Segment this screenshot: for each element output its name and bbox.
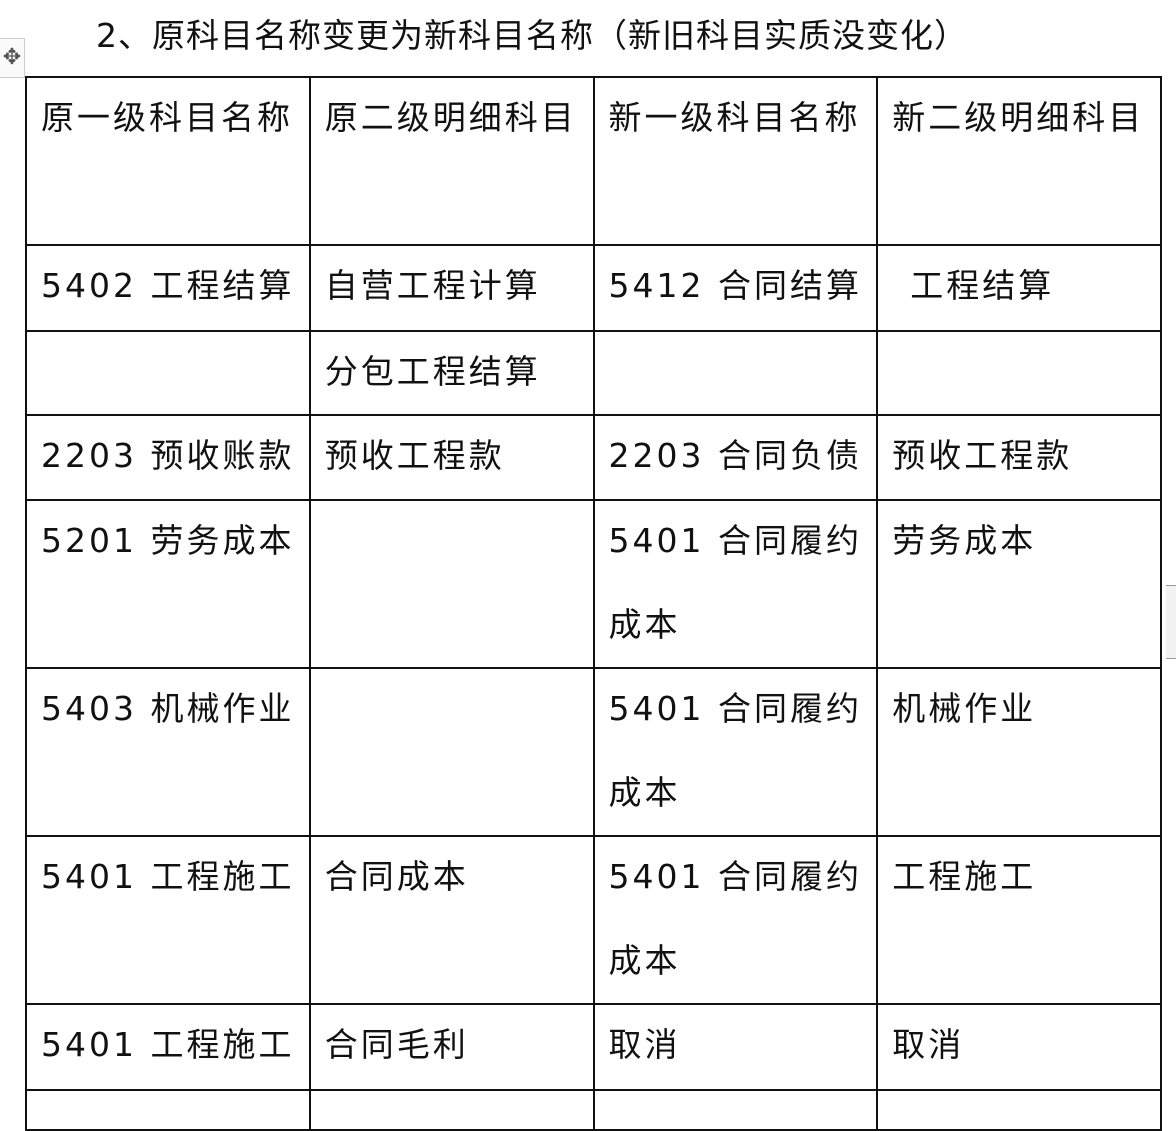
section-title: 2、原科目名称变更为新科目名称（新旧科目实质没变化） xyxy=(96,16,968,55)
table-cell: 5412 合同结算 xyxy=(592,244,879,332)
table-cell: 5401 合同履约成本 xyxy=(592,499,879,669)
table-cell: 分包工程结算 xyxy=(308,330,595,416)
header-cell: 新二级明细科目 xyxy=(876,76,1162,246)
table-cell: 预收工程款 xyxy=(876,414,1162,501)
table-cell: 5401 工程施工 xyxy=(25,835,311,1005)
table-cell: 工程结算 xyxy=(876,244,1162,332)
table-cell xyxy=(876,1089,1162,1131)
table-cell: 5401 合同履约成本 xyxy=(592,667,879,837)
table-cell xyxy=(592,1089,879,1131)
table-row: 2203 预收账款 预收工程款 2203 合同负债 预收工程款 xyxy=(25,414,1162,501)
header-cell: 新一级科目名称 xyxy=(592,76,879,246)
header-cell: 原一级科目名称 xyxy=(25,76,311,246)
header-cell: 原二级明细科目 xyxy=(308,76,595,246)
table-cell: 劳务成本 xyxy=(876,499,1162,669)
table-cell xyxy=(308,499,595,669)
scrollbar-marker[interactable] xyxy=(1166,585,1176,659)
table-row: 5201 劳务成本 5401 合同履约成本 劳务成本 xyxy=(25,499,1162,669)
table-cell: 5201 劳务成本 xyxy=(25,499,311,669)
table-cell: 合同毛利 xyxy=(308,1003,595,1091)
table-cell xyxy=(25,1089,311,1131)
table-cell: 工程施工 xyxy=(876,835,1162,1005)
table-header-row: 原一级科目名称 原二级明细科目 新一级科目名称 新二级明细科目 xyxy=(25,76,1162,246)
table-row: 5401 工程施工 合同成本 5401 合同履约成本 工程施工 xyxy=(25,835,1162,1005)
table-cell: 5401 工程施工 xyxy=(25,1003,311,1091)
table-cell: 机械作业 xyxy=(876,667,1162,837)
table-cell: 取消 xyxy=(592,1003,879,1091)
table-cell: 5402 工程结算 xyxy=(25,244,311,332)
table-cell xyxy=(876,330,1162,416)
table-row xyxy=(25,1089,1162,1131)
table-cell: 5401 合同履约成本 xyxy=(592,835,879,1005)
table-cell: 自营工程计算 xyxy=(308,244,595,332)
move-arrows-icon[interactable]: ✥ xyxy=(0,38,25,78)
table-cell: 合同成本 xyxy=(308,835,595,1005)
table-cell: 5403 机械作业 xyxy=(25,667,311,837)
table-cell xyxy=(308,667,595,837)
table-cell: 取消 xyxy=(876,1003,1162,1091)
table-row: 5402 工程结算 自营工程计算 5412 合同结算 工程结算 xyxy=(25,244,1162,332)
table-cell xyxy=(592,330,879,416)
table-cell: 预收工程款 xyxy=(308,414,595,501)
table-cell xyxy=(25,330,311,416)
table-cell: 2203 合同负债 xyxy=(592,414,879,501)
table-row: 5403 机械作业 5401 合同履约成本 机械作业 xyxy=(25,667,1162,837)
account-mapping-table: 原一级科目名称 原二级明细科目 新一级科目名称 新二级明细科目 5402 工程结… xyxy=(25,76,1162,1131)
table-row: 5401 工程施工 合同毛利 取消 取消 xyxy=(25,1003,1162,1091)
table-row: 分包工程结算 xyxy=(25,330,1162,416)
table-cell: 2203 预收账款 xyxy=(25,414,311,501)
table-cell xyxy=(308,1089,595,1131)
